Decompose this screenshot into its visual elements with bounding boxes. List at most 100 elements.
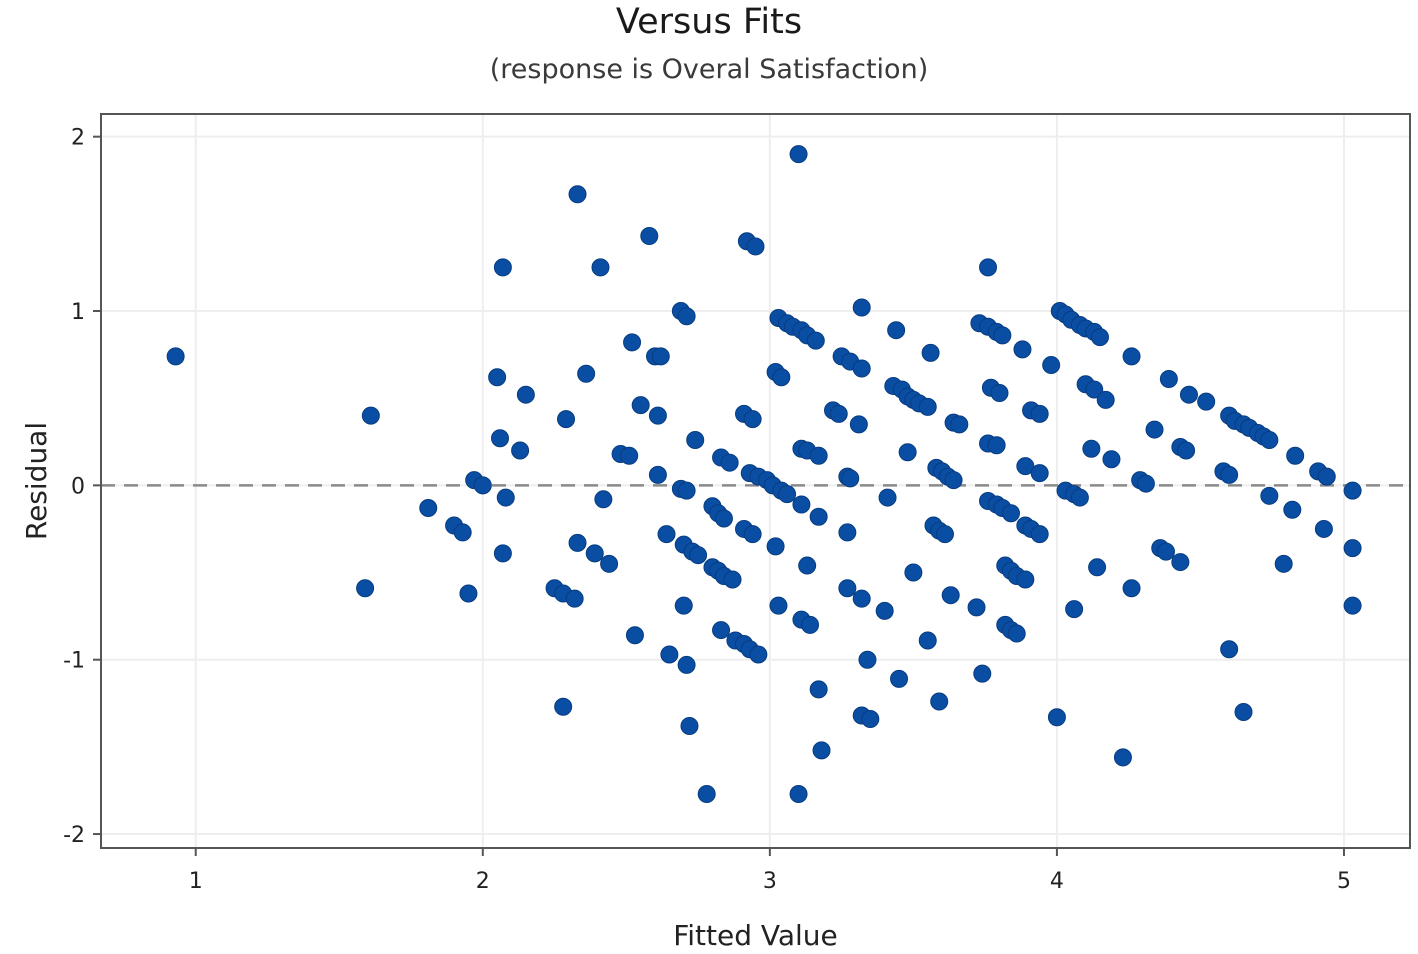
data-point [743,525,762,544]
data-point [990,383,1009,402]
data-point [1260,431,1279,450]
data-point [950,415,969,434]
data-point [979,258,998,277]
x-tick-label: 1 [189,869,203,894]
data-point [849,415,868,434]
data-point [806,331,825,350]
data-point [801,615,820,634]
data-point [1090,328,1109,347]
data-point [1096,390,1115,409]
data-point [680,716,699,735]
data-point [620,446,639,465]
data-point [419,499,438,518]
x-axis-ticks: 1 2 3 4 5 [189,848,1351,894]
data-point [1016,570,1035,589]
data-point [1274,554,1293,573]
data-point [1001,504,1020,523]
data-point [930,692,949,711]
data-point [1013,340,1032,359]
data-point [935,525,954,544]
data-point [766,537,785,556]
data-point [1047,708,1066,727]
data-point [1343,596,1362,615]
data-point [496,488,515,507]
data-point [838,579,857,598]
data-point [453,523,472,542]
data-point [890,669,909,688]
data-point [1085,380,1104,399]
data-point [516,385,535,404]
data-point [1286,446,1305,465]
data-point [631,396,650,415]
data-point [714,509,733,528]
data-point [1145,420,1164,439]
data-point [356,579,375,598]
data-point [829,404,848,423]
data-point [1283,500,1302,519]
data-point [858,650,877,669]
data-point [1007,624,1026,643]
data-point [841,469,860,488]
data-point [1016,457,1035,476]
data-point [554,697,573,716]
data-point [861,709,880,728]
data-point [166,347,185,366]
data-point [565,589,584,608]
data-point [648,406,667,425]
data-point [1113,748,1132,767]
data-point [712,621,731,640]
data-point [511,441,530,460]
data-point [1030,404,1049,423]
data-point [660,645,679,664]
data-point [493,258,512,277]
data-point [488,368,507,387]
data-point [1343,481,1362,500]
data-point [852,298,871,317]
data-point [749,645,768,664]
data-point [623,333,642,352]
data-point [1177,441,1196,460]
data-point [1171,553,1190,572]
data-point [674,596,693,615]
y-tick-label: 0 [71,474,85,499]
data-point [809,680,828,699]
data-point [918,397,937,416]
data-point [944,471,963,490]
data-point [1197,392,1216,411]
data-point [967,598,986,617]
data-point [789,784,808,803]
x-tick-label: 3 [763,869,777,894]
y-tick-label: 1 [71,300,85,325]
data-point [557,410,576,429]
data-point [1122,579,1141,598]
data-point [973,664,992,683]
data-point [1234,703,1253,722]
chart-subtitle: (response is Overal Satisfaction) [489,54,929,85]
y-tick-label: -1 [63,649,85,674]
data-point [1030,464,1049,483]
data-point [769,596,788,615]
data-point [875,601,894,620]
y-axis-ticks: -2 -1 0 1 2 [63,126,101,848]
data-point [473,476,492,495]
data-point [1220,465,1239,484]
data-point [778,485,797,504]
data-point [491,429,510,448]
data-point [720,453,739,472]
data-point [697,784,716,803]
data-point [798,556,817,575]
y-tick-label: -2 [63,823,85,848]
data-point [1314,519,1333,538]
data-point [1156,542,1175,561]
data-points [166,145,1362,803]
data-point [585,544,604,563]
data-point [1220,640,1239,659]
data-point [898,443,917,462]
data-point [648,465,667,484]
data-point [941,586,960,605]
data-point [809,507,828,526]
data-point [1122,347,1141,366]
data-point [568,185,587,204]
data-point [625,626,644,645]
data-point [1042,356,1061,375]
